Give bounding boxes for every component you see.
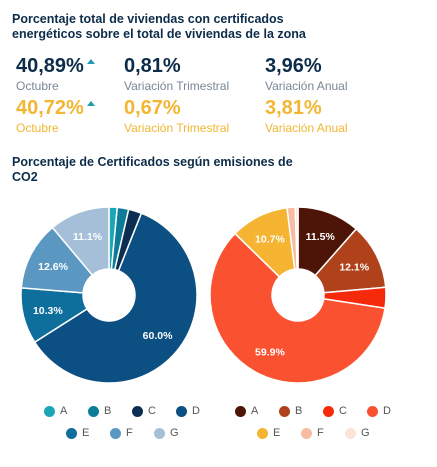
legend-label: D [383,405,391,417]
stat-value: 40,89% [16,55,84,77]
legend-label: E [82,427,90,439]
slice-d[interactable] [33,212,198,384]
legend-item-e[interactable]: E [66,427,89,439]
page-title: Porcentaje total de viviendas con certif… [12,12,306,41]
legend-swatch [88,405,99,417]
slice-label: 10.7% [255,234,285,246]
stat-current: 40,72% Octubre [16,97,95,135]
legend-label: C [339,405,347,417]
stat-quarterly: 0,81% Variación Trimestral [124,55,229,93]
legend-item-g[interactable]: G [345,427,370,439]
legend-label: E [273,427,281,439]
legend-right: A B C D E F G [235,405,415,445]
legend-item-e[interactable]: E [257,427,280,439]
stat-label: Octubre [16,121,59,135]
donut-chart-left: 60.0% 10.3% 12.6% 11.1% [20,206,198,384]
stat-value: 0,67% [124,97,181,119]
legend-item-b[interactable]: B [279,405,302,417]
stats-row-total: 40,89% Octubre 0,81% Variación Trimestra… [0,55,437,99]
legend-item-f[interactable]: F [110,427,133,439]
legend-item-a[interactable]: A [44,405,67,417]
slice-label: 12.6% [38,261,68,273]
legend-swatch [176,405,187,417]
slice-label: 60.0% [143,330,173,342]
legend-item-d[interactable]: D [367,405,391,417]
triangle-up-icon [86,101,95,106]
legend-left: A B C D E F G [44,405,224,445]
legend-label: A [251,405,259,417]
legend-swatch [257,427,268,439]
stat-quarterly: 0,67% Variación Trimestral [124,97,229,135]
stat-value: 3,81% [265,97,322,119]
stat-label: Variación Trimestral [124,121,230,135]
stats-row-zone: 40,72% Octubre 0,67% Variación Trimestra… [0,97,437,141]
slice-label: 59.9% [255,346,285,358]
legend-swatch [301,427,312,439]
legend-label: G [361,427,370,439]
stat-label: Variación Anual [265,79,348,93]
stat-value: 0,81% [124,55,181,77]
legend-swatch [279,405,290,417]
stat-annual: 3,81% Variación Anual [265,97,348,135]
legend-label: B [104,405,112,417]
triangle-up-icon [86,59,95,64]
donut-chart-right: 11.5% 12.1% 59.9% 10.7% [209,206,387,384]
legend-swatch [44,405,55,417]
legend-item-f[interactable]: F [301,427,324,439]
legend-label: F [126,427,133,439]
legend-label: A [60,405,68,417]
legend-label: G [170,427,179,439]
legend-swatch [132,405,143,417]
legend-item-c[interactable]: C [132,405,156,417]
legend-swatch [367,405,378,417]
legend-swatch [110,427,121,439]
legend-label: D [192,405,200,417]
slice-g[interactable] [294,206,299,270]
legend-label: C [148,405,156,417]
slice-label: 10.3% [33,305,63,317]
legend-item-b[interactable]: B [88,405,111,417]
legend-item-d[interactable]: D [176,405,200,417]
legend-swatch [323,405,334,417]
legend-swatch [345,427,356,439]
legend-label: B [295,405,303,417]
stat-value: 3,96% [265,55,322,77]
stat-label: Octubre [16,79,59,93]
stat-label: Variación Trimestral [124,79,230,93]
slice-d[interactable] [209,232,386,384]
legend-label: F [317,427,324,439]
legend-item-a[interactable]: A [235,405,258,417]
stat-label: Variación Anual [265,121,348,135]
slice-label: 11.1% [73,231,103,243]
legend-swatch [66,427,77,439]
stat-annual: 3,96% Variación Anual [265,55,348,93]
stat-current: 40,89% Octubre [16,55,95,93]
section-subtitle: Porcentaje de Certificados según emision… [12,155,293,184]
slice-label: 11.5% [306,231,336,243]
legend-swatch [235,405,246,417]
slice-label: 12.1% [339,262,369,274]
legend-swatch [154,427,165,439]
slice-g[interactable] [51,206,110,277]
legend-item-g[interactable]: G [154,427,179,439]
legend-item-c[interactable]: C [323,405,347,417]
stat-value: 40,72% [16,97,84,119]
